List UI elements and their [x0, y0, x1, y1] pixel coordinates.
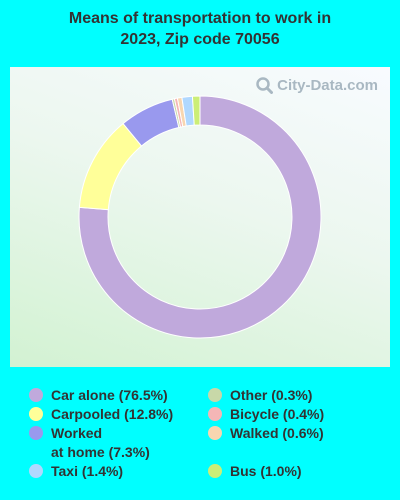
legend-label: Walked (0.6%) — [230, 425, 324, 441]
legend-label: Taxi (1.4%) — [51, 463, 124, 479]
legend-swatch — [29, 388, 43, 402]
watermark: City-Data.com — [255, 76, 378, 94]
chart-title-line-1: Means of transportation to work in — [68, 10, 332, 27]
legend-swatch — [29, 464, 43, 478]
legend-swatch — [29, 426, 43, 440]
donut-slice-0 — [78, 95, 322, 339]
legend-label: Bicycle (0.4%) — [230, 406, 325, 422]
legend-item-4: Bicycle (0.4%) — [208, 405, 324, 424]
legend-swatch — [29, 407, 43, 421]
legend-label: Bus (1.0%) — [230, 463, 302, 479]
chart-title: Means of transportation to work in 2023,… — [0, 8, 400, 50]
legend: Car alone (76.5%) Other (0.3%) Carpooled (… — [0, 386, 400, 496]
legend-label: Other (0.3%) — [230, 387, 313, 403]
legend-item-5: Walked (0.6%) — [208, 424, 324, 443]
legend-item-2: Worked at home (7.3%) — [29, 424, 150, 462]
legend-item-1: Carpooled (12.8%) — [29, 405, 173, 424]
legend-item-6: Taxi (1.4%) — [29, 462, 123, 481]
legend-swatch — [208, 407, 222, 421]
legend-swatch — [208, 388, 222, 402]
legend-label: Worked at home (7.3%) — [51, 425, 150, 460]
chart-title-line-2: 2023, Zip code 70056 — [120, 31, 280, 48]
plot-area: City-Data.com — [10, 67, 390, 367]
watermark-text: City-Data.com — [277, 76, 378, 94]
legend-swatch — [208, 426, 222, 440]
donut-slice-1 — [78, 122, 143, 211]
legend-swatch — [208, 464, 222, 478]
donut-slice-7 — [191, 95, 201, 126]
legend-item-7: Bus (1.0%) — [208, 462, 302, 481]
legend-item-3: Other (0.3%) — [208, 386, 312, 405]
search-icon — [256, 77, 274, 94]
legend-label: Carpooled (12.8%) — [51, 406, 174, 422]
legend-item-0: Car alone (76.5%) — [29, 386, 168, 405]
legend-label: Car alone (76.5%) — [51, 387, 168, 403]
donut-chart — [78, 95, 322, 339]
